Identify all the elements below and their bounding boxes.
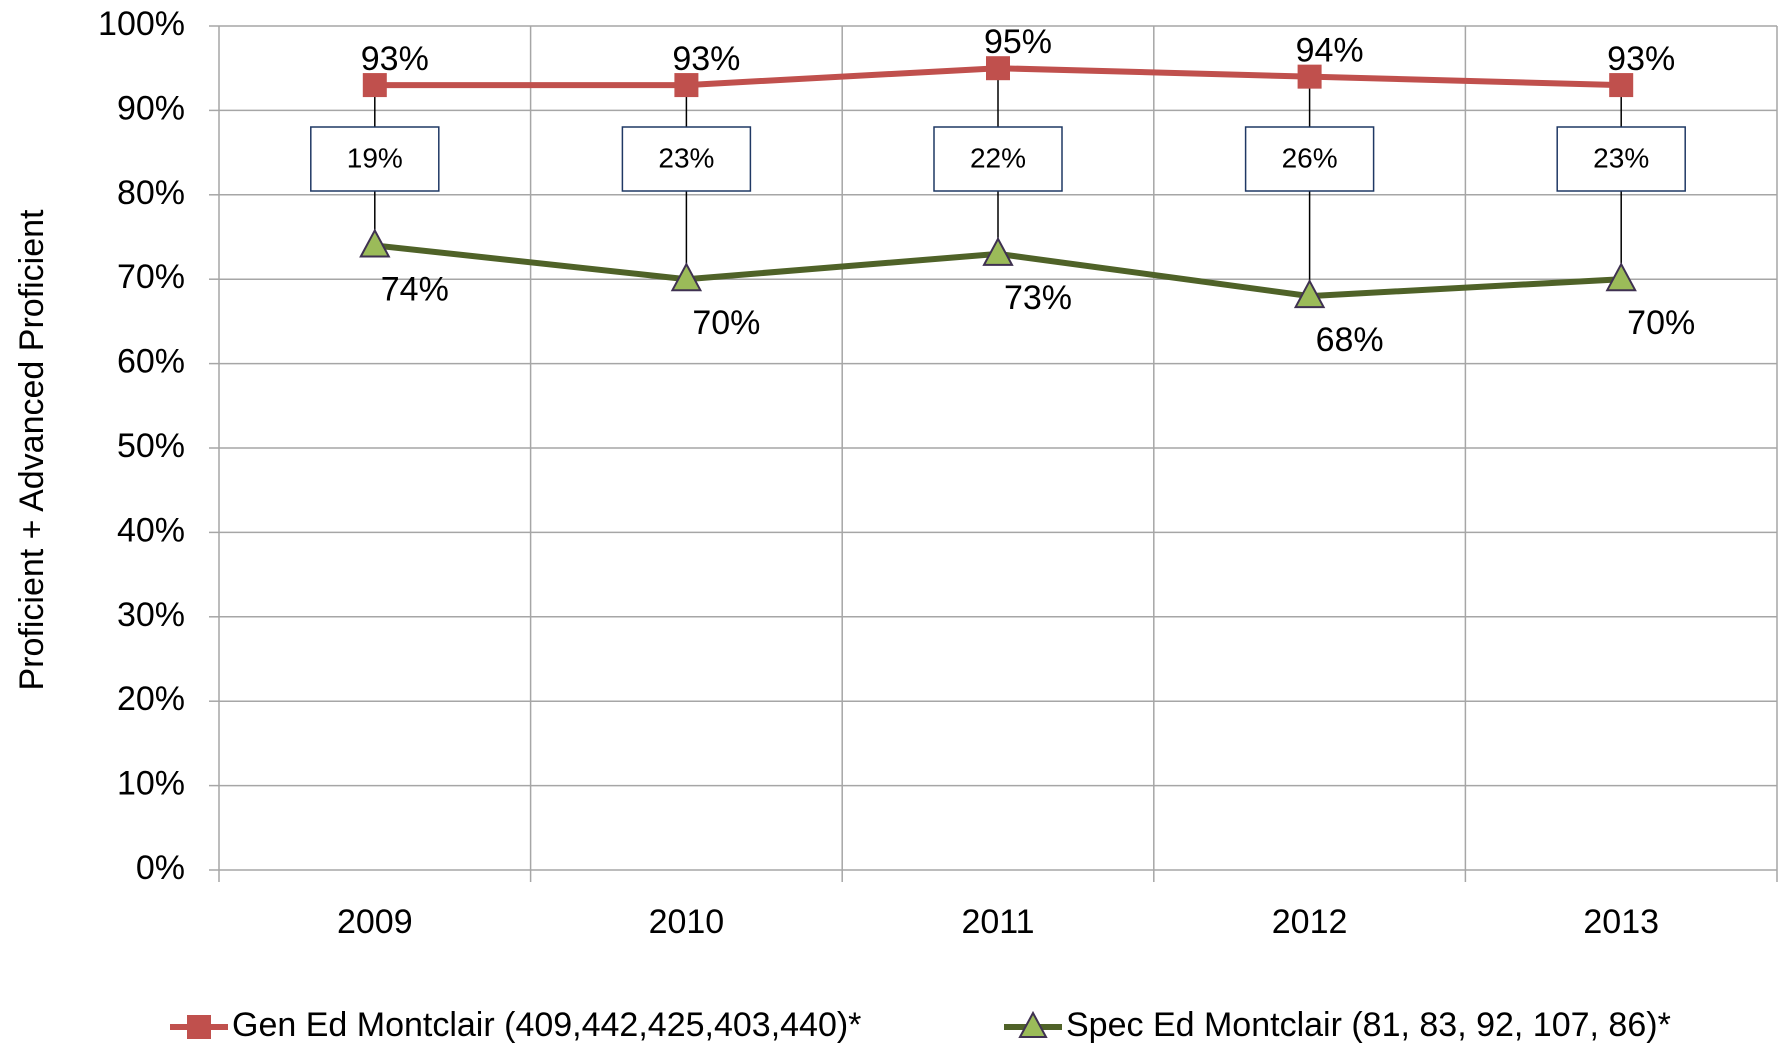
y-tick-label: 100% <box>98 5 185 43</box>
y-tick-label: 60% <box>117 343 185 381</box>
gap-label: 26% <box>1282 142 1338 173</box>
point-marker <box>1293 278 1326 309</box>
data-label: 93% <box>672 40 740 78</box>
point-marker <box>986 56 1010 81</box>
gap-label: 23% <box>658 142 714 173</box>
point-marker <box>670 262 703 292</box>
gap-label: 23% <box>1593 142 1649 173</box>
gap-box <box>310 126 440 192</box>
y-tick-label: 10% <box>117 765 185 803</box>
gap-label: 22% <box>970 142 1026 173</box>
y-tick-label: 20% <box>117 680 185 718</box>
y-tick-label: 80% <box>117 174 185 212</box>
point-marker <box>359 228 391 258</box>
point-marker <box>1297 64 1322 89</box>
gap-box <box>621 126 752 192</box>
point-marker <box>1605 262 1637 292</box>
legend-marker <box>187 1015 211 1039</box>
legend-marker <box>1018 1010 1048 1038</box>
data-label: 74% <box>381 270 449 308</box>
x-tick-label: 2010 <box>649 903 725 941</box>
x-tick-label: 2013 <box>1583 903 1659 941</box>
data-label: 68% <box>1316 321 1384 359</box>
data-label: 93% <box>1607 40 1675 78</box>
data-label: 70% <box>692 304 760 342</box>
x-tick-label: 2011 <box>961 903 1034 941</box>
point-marker <box>1609 73 1634 98</box>
data-label: 73% <box>1004 279 1072 317</box>
y-tick-label: 90% <box>117 89 185 127</box>
point-marker <box>362 73 387 98</box>
point-marker <box>674 73 699 98</box>
gap-box <box>933 126 1063 192</box>
y-tick-label: 30% <box>117 596 185 634</box>
data-label: 70% <box>1627 304 1695 342</box>
gap-box <box>1556 126 1686 192</box>
data-label: 93% <box>361 40 429 78</box>
data-label: 94% <box>1296 32 1364 70</box>
point-marker <box>982 236 1014 266</box>
x-tick-label: 2009 <box>337 903 413 941</box>
gap-label: 19% <box>347 142 403 173</box>
x-tick-label: 2012 <box>1272 903 1348 941</box>
y-tick-label: 50% <box>117 427 185 465</box>
legend-label: Gen Ed Montclair (409,442,425,403,440)* <box>232 1006 861 1044</box>
data-label: 95% <box>984 23 1052 61</box>
y-tick-label: 70% <box>117 258 185 296</box>
legend-label: Spec Ed Montclair (81, 83, 92, 107, 86)* <box>1066 1006 1671 1044</box>
y-tick-label: 0% <box>136 849 185 887</box>
y-axis-label: Proficient + Advanced Proficient <box>13 209 51 691</box>
y-tick-label: 40% <box>117 511 185 549</box>
gap-box <box>1244 126 1375 192</box>
